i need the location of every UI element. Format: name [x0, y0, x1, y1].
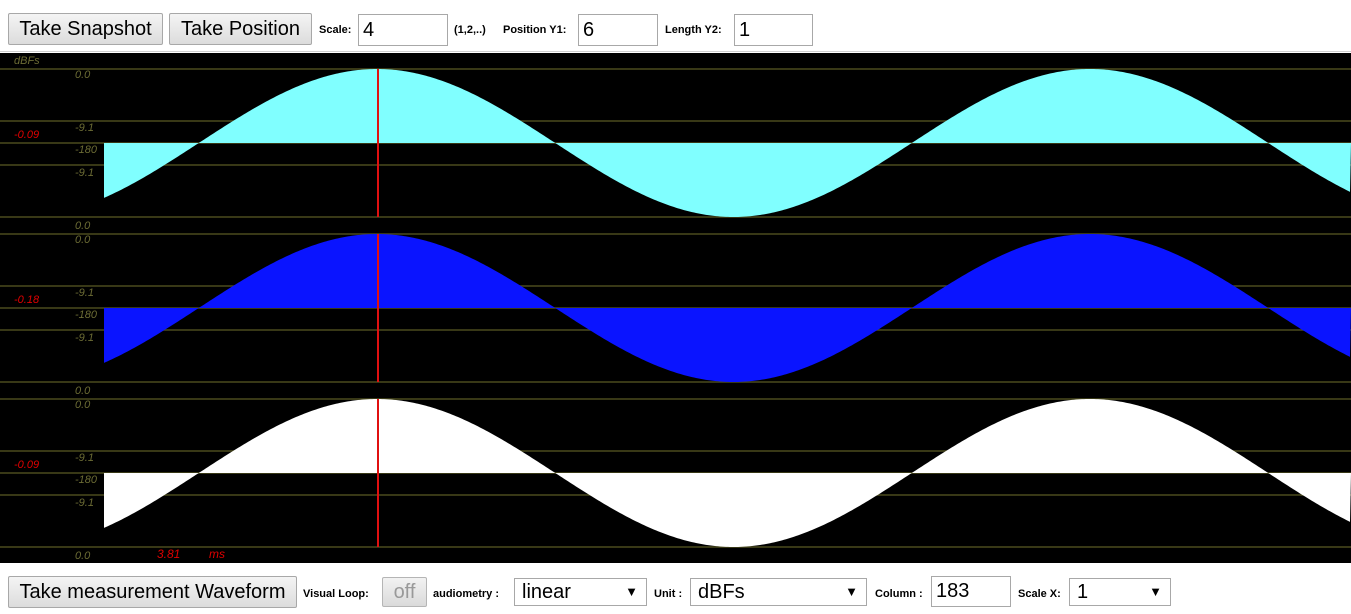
axis-top-label: 0.0: [75, 399, 91, 411]
channel-level-value: -0.18: [14, 294, 40, 306]
axis-center-label: -180: [75, 474, 98, 486]
bottom-toolbar: Take measurement Waveform Visual Loop: o…: [0, 563, 1351, 614]
channel-1: 0.0 -9.1 -180 -9.1 0.0 -0.09: [0, 68, 1351, 232]
column-label: Column :: [875, 588, 923, 600]
waveform-signal: [104, 399, 1351, 547]
time-unit-label: ms: [209, 547, 225, 561]
unit-selected-value: dBFs: [698, 581, 745, 603]
column-input[interactable]: 183: [931, 576, 1011, 607]
axis-lower-label: -9.1: [75, 497, 94, 509]
axis-bottom-label: 0.0: [75, 220, 91, 232]
waveform-signal: [104, 234, 1351, 382]
channel-2: 0.0 -9.1 -180 -9.1 0.0 -0.18: [0, 233, 1351, 397]
take-snapshot-button[interactable]: Take Snapshot: [8, 13, 163, 45]
waveform-display[interactable]: dBFs 0.0 -9.1 -180 -9.1 0.0 -0.09 0.0 -9.1 -180 -…: [0, 53, 1351, 563]
axis-upper-label: -9.1: [75, 452, 94, 464]
waveform-signal: [104, 69, 1351, 217]
scale-x-select[interactable]: 1 ▼: [1069, 578, 1171, 606]
axis-top-label: 0.0: [75, 234, 91, 246]
length-y2-label: Length Y2:: [665, 24, 722, 36]
audiometry-label: audiometry :: [433, 588, 500, 600]
axis-center-label: -180: [75, 309, 98, 321]
scale-x-label: Scale X:: [1018, 588, 1061, 600]
unit-axis-label: dBFs: [14, 55, 40, 67]
axis-bottom-label: 0.0: [75, 385, 91, 397]
channel-level-value: -0.09: [14, 459, 39, 471]
audiometry-selected-value: linear: [522, 581, 571, 603]
chevron-down-icon: ▼: [845, 584, 858, 599]
waveform-canvas[interactable]: dBFs 0.0 -9.1 -180 -9.1 0.0 -0.09 0.0 -9.1 -180 -…: [0, 53, 1351, 563]
axis-top-label: 0.0: [75, 69, 91, 81]
channel-level-value: -0.09: [14, 129, 39, 141]
channel-3: 0.0 -9.1 -180 -9.1 0.0 -0.09: [0, 398, 1351, 562]
position-y1-label: Position Y1:: [503, 24, 567, 36]
axis-center-label: -180: [75, 144, 98, 156]
axis-bottom-label: 0.0: [75, 550, 91, 562]
audiometry-select[interactable]: linear ▼: [514, 578, 647, 606]
visual-loop-toggle[interactable]: off: [382, 577, 427, 607]
axis-lower-label: -9.1: [75, 167, 94, 179]
scale-label: Scale:: [319, 24, 352, 36]
top-toolbar: Take Snapshot Take Position Scale: 4 (1,…: [0, 0, 1351, 52]
unit-select[interactable]: dBFs ▼: [690, 578, 867, 606]
position-y1-input[interactable]: 6: [578, 14, 658, 46]
visual-loop-label: Visual Loop:: [303, 588, 369, 600]
chevron-down-icon: ▼: [625, 584, 638, 599]
unit-label: Unit :: [654, 588, 683, 600]
axis-lower-label: -9.1: [75, 332, 94, 344]
cursor-time-value: 3.81: [157, 547, 180, 561]
length-y2-input[interactable]: 1: [734, 14, 813, 46]
scale-x-selected-value: 1: [1077, 581, 1089, 603]
scale-input[interactable]: 4: [358, 14, 448, 46]
take-position-button[interactable]: Take Position: [169, 13, 312, 45]
scale-hint: (1,2,..): [454, 24, 486, 36]
chevron-down-icon: ▼: [1149, 584, 1162, 599]
axis-upper-label: -9.1: [75, 122, 94, 134]
axis-upper-label: -9.1: [75, 287, 94, 299]
take-measurement-waveform-button[interactable]: Take measurement Waveform: [8, 576, 297, 608]
